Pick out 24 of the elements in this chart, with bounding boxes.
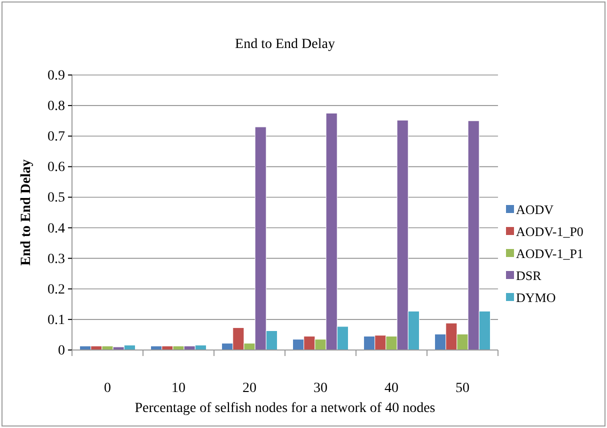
y-tick-label: 0 (58, 343, 65, 358)
y-tick-label: 0.8 (48, 99, 65, 114)
x-tick-label: 50 (456, 380, 470, 396)
y-axis-title: End to End Delay (19, 159, 34, 266)
x-tick-label: 0 (104, 380, 111, 396)
y-tick-label: 0.9 (48, 68, 65, 84)
x-tick-label: 40 (384, 380, 398, 396)
y-tick-label: 0.6 (48, 160, 65, 176)
y-tick-label: 0.3 (48, 252, 65, 267)
y-tick-label: 0.2 (48, 282, 65, 298)
x-tick-label: 30 (314, 380, 328, 396)
legend-label: AODV (516, 202, 554, 217)
x-axis-title: Percentage of selfish nodes for a network of 40 nodes (134, 401, 436, 416)
legend-label: AODV-1_P1 (516, 246, 584, 261)
x-tick-label: 10 (172, 380, 186, 396)
chart-title: End to End Delay (235, 37, 335, 52)
y-tick-label: 0.5 (48, 190, 65, 206)
y-tick-label: 0.4 (48, 221, 65, 236)
y-tick-label: 0.7 (48, 130, 65, 145)
y-tick-label: 0.1 (48, 312, 65, 328)
x-tick-label: 20 (242, 380, 256, 396)
legend-label: DYMO (516, 290, 556, 305)
legend-label: DSR (516, 268, 542, 283)
legend-label: AODV-1_P0 (516, 224, 584, 239)
